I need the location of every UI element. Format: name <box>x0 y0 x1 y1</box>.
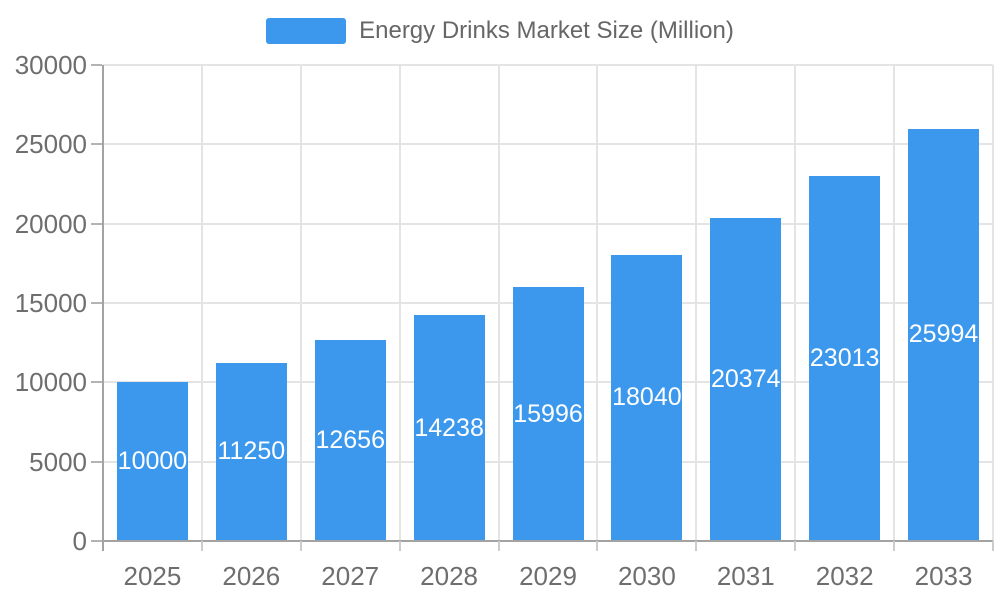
bar-value-label: 20374 <box>711 364 781 393</box>
bar-2031[interactable]: 20374 <box>710 217 782 541</box>
y-axis-tick <box>91 381 102 384</box>
x-axis-tick <box>200 541 203 551</box>
x-axis-tick <box>299 541 302 551</box>
y-axis-label: 0 <box>72 526 87 556</box>
bar-2028[interactable]: 14238 <box>413 315 485 541</box>
x-axis-tick <box>695 541 698 551</box>
bar-2027[interactable]: 12656 <box>314 340 386 541</box>
x-axis-tick <box>497 541 500 551</box>
v-gridline <box>398 65 401 541</box>
y-axis-label: 25000 <box>14 129 87 160</box>
y-axis-label: 10000 <box>14 367 87 398</box>
bar-2026[interactable]: 11250 <box>215 362 287 541</box>
y-axis-tick <box>91 540 102 542</box>
y-axis-label: 30000 <box>14 50 87 80</box>
x-axis-tick <box>596 541 599 551</box>
bar-value-label: 11250 <box>217 437 286 466</box>
v-gridline <box>992 65 994 541</box>
x-axis-label: 2031 <box>716 561 775 591</box>
bar-value-label: 25994 <box>908 320 979 349</box>
h-gridline <box>103 222 993 225</box>
y-axis-line <box>102 65 104 551</box>
bar-value-label: 14238 <box>414 413 484 442</box>
bar-2033[interactable]: 25994 <box>908 128 980 541</box>
x-axis-label: 2027 <box>321 561 380 591</box>
h-gridline <box>103 143 993 146</box>
v-gridline <box>794 65 797 541</box>
bar-2032[interactable]: 23013 <box>809 175 881 541</box>
x-axis-label: 2025 <box>123 561 182 591</box>
x-axis-label: 2029 <box>519 561 577 591</box>
x-axis-label: 2030 <box>617 561 676 591</box>
x-axis-line <box>102 540 993 542</box>
bar-2029[interactable]: 15996 <box>512 287 584 541</box>
v-gridline <box>497 65 500 541</box>
v-gridline <box>893 65 896 541</box>
bar-2030[interactable]: 18040 <box>611 254 683 541</box>
bar-value-label: 12656 <box>315 426 385 455</box>
x-axis-label: 2032 <box>815 561 874 591</box>
y-axis-tick <box>91 302 102 304</box>
h-gridline <box>103 64 993 66</box>
x-axis-label: 2028 <box>420 561 479 591</box>
y-axis-tick <box>91 143 102 146</box>
bar-value-label: 10000 <box>117 447 188 476</box>
v-gridline <box>299 65 302 541</box>
bar-value-label: 15996 <box>513 399 583 428</box>
v-gridline <box>200 65 203 541</box>
y-axis-label: 5000 <box>29 446 87 477</box>
x-axis-tick <box>992 541 994 551</box>
v-gridline <box>695 65 698 541</box>
bar-2025[interactable]: 10000 <box>116 382 188 541</box>
v-gridline <box>596 65 599 541</box>
y-axis-label: 20000 <box>14 208 87 239</box>
legend-label: Energy Drinks Market Size (Million) <box>359 17 734 44</box>
x-axis-label: 2033 <box>914 561 973 591</box>
y-axis-label: 15000 <box>14 288 87 318</box>
x-axis-tick <box>398 541 401 551</box>
chart-legend[interactable]: Energy Drinks Market Size (Million) <box>0 16 1000 46</box>
y-axis-tick <box>91 460 102 463</box>
bar-value-label: 23013 <box>809 343 880 372</box>
y-axis-tick <box>91 222 102 225</box>
bar-value-label: 18040 <box>612 383 682 412</box>
y-axis-tick <box>91 64 102 66</box>
x-axis-tick <box>794 541 797 551</box>
x-axis-label: 2026 <box>222 561 281 591</box>
legend-swatch-icon <box>266 18 347 44</box>
x-axis-tick <box>893 541 896 551</box>
